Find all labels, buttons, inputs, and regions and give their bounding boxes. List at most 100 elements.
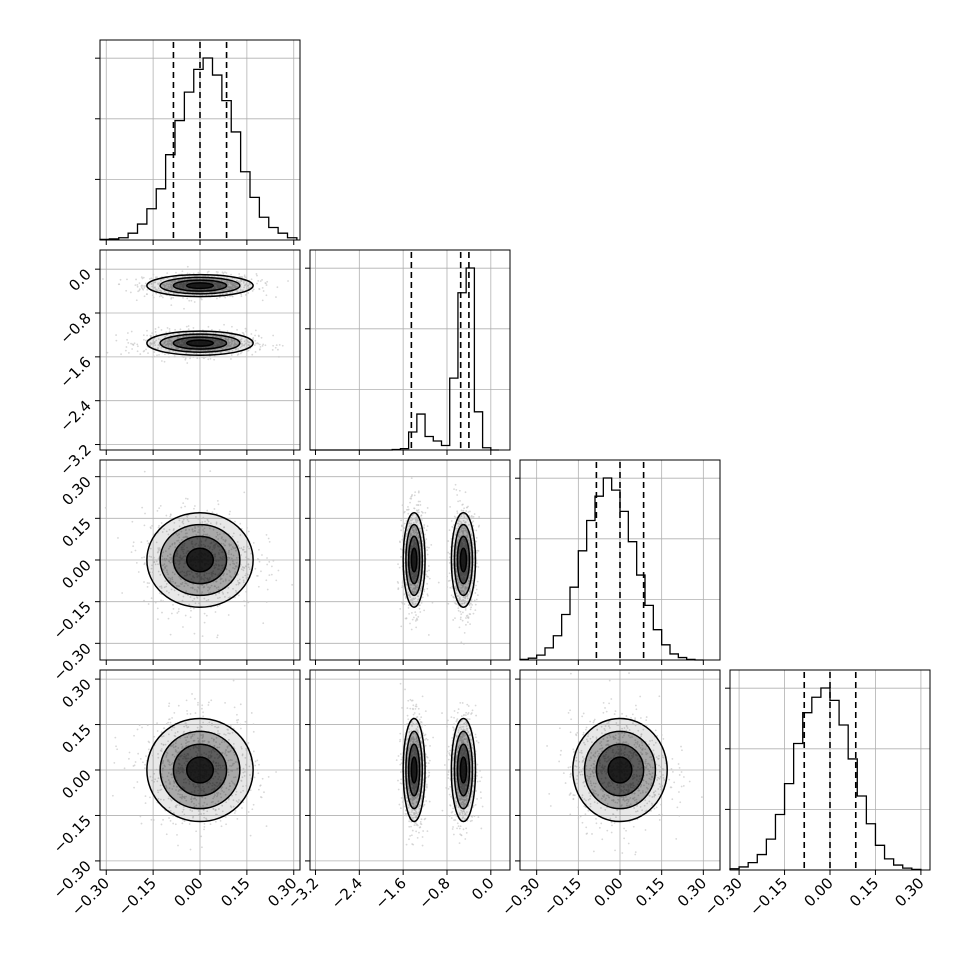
- scatter-point: [240, 747, 243, 750]
- density-fill: [186, 548, 214, 572]
- scatter-point: [169, 809, 172, 812]
- scatter-point: [460, 584, 463, 586]
- scatter-point: [176, 534, 179, 537]
- scatter-point: [228, 569, 231, 572]
- scatter-point: [211, 572, 214, 575]
- scatter-point: [151, 571, 154, 574]
- scatter-point: [171, 576, 174, 579]
- scatter-point: [170, 588, 173, 591]
- scatter-point: [417, 551, 419, 554]
- scatter-point: [451, 549, 454, 552]
- scatter-point: [198, 357, 201, 360]
- y-tick-label: −3.2: [56, 441, 94, 479]
- scatter-point: [203, 579, 206, 582]
- scatter-point: [157, 777, 160, 780]
- scatter-point: [466, 594, 469, 596]
- scatter-point: [227, 771, 230, 774]
- scatter-point: [170, 344, 173, 347]
- grid-lines: [100, 670, 300, 870]
- scatter-point: [138, 288, 141, 290]
- scatter-point: [210, 737, 213, 740]
- scatter-point: [402, 593, 405, 596]
- scatter-point: [163, 563, 166, 566]
- scatter-point: [154, 344, 157, 347]
- scatter-point: [475, 536, 478, 539]
- histogram-panel-3: [515, 459, 721, 665]
- scatter-point: [447, 551, 450, 554]
- scatter-point: [416, 588, 419, 591]
- scatter-point: [472, 612, 475, 615]
- scatter-point: [184, 287, 187, 290]
- panel-background: [310, 250, 510, 450]
- scatter-point: [423, 524, 426, 526]
- scatter-point: [191, 528, 194, 531]
- scatter-point: [182, 555, 185, 558]
- scatter-point: [463, 516, 466, 518]
- scatter-point: [474, 603, 477, 606]
- scatter-point: [237, 583, 240, 586]
- scatter-point: [182, 285, 185, 288]
- scatter-point: [158, 524, 160, 527]
- scatter-point: [165, 343, 168, 346]
- scatter-point: [252, 288, 255, 291]
- scatter-point: [236, 713, 238, 716]
- scatter-point: [258, 548, 260, 551]
- scatter-point: [413, 539, 416, 542]
- scatter-point: [216, 534, 219, 536]
- scatter-point: [162, 569, 165, 571]
- scatter-point: [196, 746, 199, 749]
- scatter-point: [178, 519, 181, 522]
- scatter-point: [164, 340, 167, 343]
- scatter-point: [448, 572, 451, 575]
- scatter-point: [172, 603, 174, 606]
- scatter-point: [209, 586, 211, 589]
- scatter-point: [143, 286, 146, 289]
- scatter-point: [464, 588, 467, 591]
- scatter-point: [178, 341, 181, 344]
- contour-line: [407, 535, 421, 585]
- scatter-point: [254, 329, 257, 332]
- scatter-point: [267, 537, 270, 540]
- scatter-point: [187, 520, 190, 523]
- scatter-point: [254, 764, 257, 767]
- scatter-point: [246, 545, 249, 548]
- scatter-point: [469, 623, 471, 625]
- scatter-point: [464, 608, 467, 611]
- scatter-point: [407, 508, 410, 511]
- scatter-point: [195, 534, 198, 536]
- scatter-point: [167, 547, 170, 550]
- scatter-point: [166, 569, 168, 572]
- contour-panel-r2c0: −0.30−0.150.000.150.30: [50, 459, 301, 685]
- scatter-point: [124, 349, 127, 352]
- scatter-point: [228, 288, 231, 291]
- scatter-point: [460, 641, 463, 644]
- scatter-point: [225, 272, 228, 274]
- scatter-point: [164, 335, 167, 338]
- scatter-point: [153, 337, 156, 340]
- scatter-point: [182, 522, 185, 525]
- scatter-point: [181, 570, 184, 573]
- scatter-point: [184, 283, 187, 286]
- scatter-point: [415, 614, 417, 616]
- scatter-point: [154, 281, 157, 284]
- scatter-point: [204, 539, 207, 542]
- scatter-point: [166, 272, 169, 275]
- scatter-point: [231, 349, 234, 352]
- scatter-point: [457, 525, 460, 528]
- scatter-point: [177, 751, 180, 753]
- scatter-point: [224, 578, 227, 581]
- scatter-point: [160, 599, 162, 602]
- scatter-point: [207, 325, 210, 328]
- scatter-point: [475, 562, 478, 565]
- scatter-point: [420, 585, 423, 588]
- scatter-point: [247, 742, 250, 744]
- scatter-point: [223, 323, 225, 326]
- scatter-point: [149, 526, 152, 529]
- scatter-point: [207, 270, 210, 273]
- scatter-point: [232, 567, 234, 569]
- scatter-point: [183, 345, 186, 348]
- scatter-point: [228, 350, 230, 353]
- scatter-point: [223, 564, 226, 566]
- scatter-point: [234, 571, 237, 574]
- scatter-point: [160, 329, 163, 331]
